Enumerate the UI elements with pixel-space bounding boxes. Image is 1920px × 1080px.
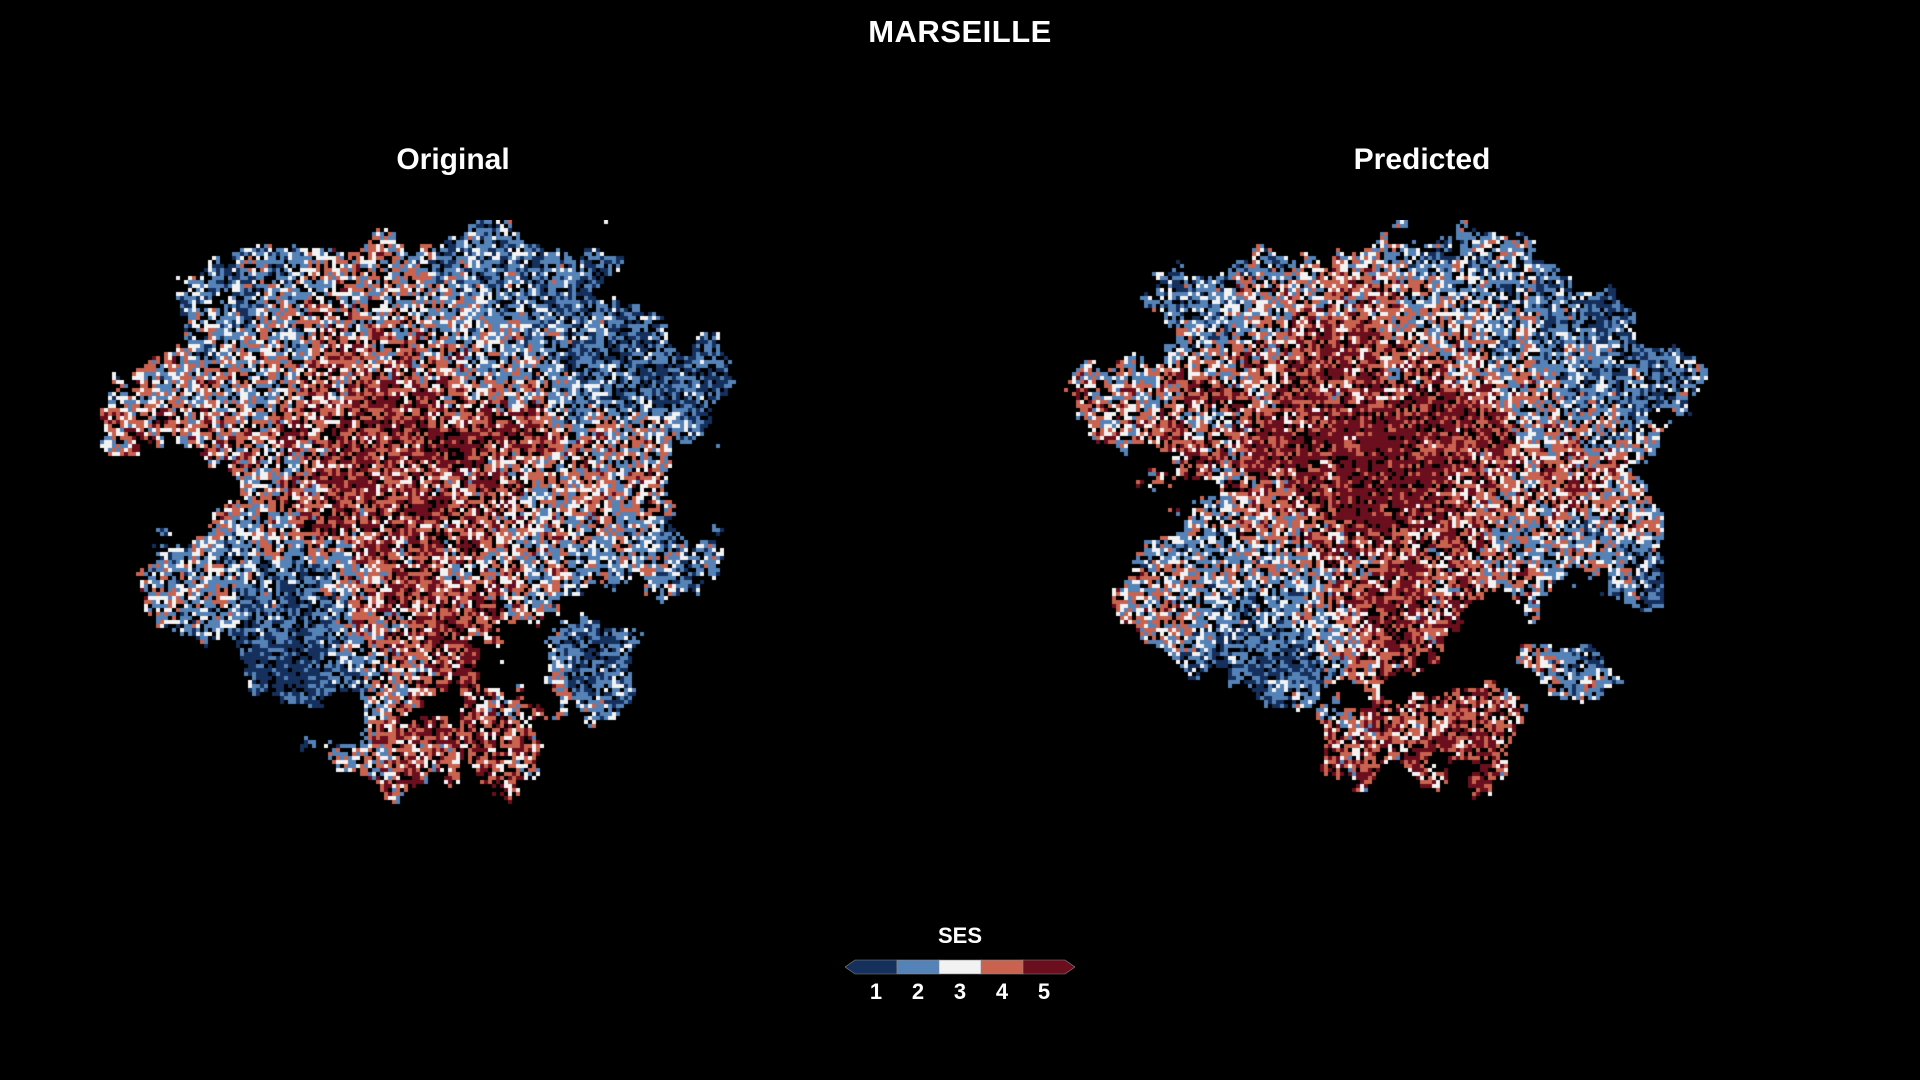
panel-title-original: Original — [396, 143, 510, 176]
panel-title-predicted: Predicted — [1353, 143, 1491, 176]
legend-title: SES — [937, 923, 983, 948]
legend-tick-5: 5 — [1037, 979, 1051, 1004]
figure-title: MARSEILLE — [868, 14, 1052, 49]
legend-tick-2: 2 — [911, 979, 925, 1004]
legend-tick-1: 1 — [869, 979, 883, 1004]
legend-tick-labels: 1 2 3 4 5 — [845, 979, 1075, 1009]
legend-tick-4: 4 — [995, 979, 1009, 1004]
map-predicted — [1040, 220, 1800, 900]
legend-colorbar — [845, 959, 1075, 975]
legend-swatch-5 — [1022, 959, 1075, 975]
legend-swatch-1 — [845, 959, 898, 975]
legend-swatch-3 — [938, 959, 982, 975]
legend: SES 1 2 3 4 5 — [845, 923, 1075, 1023]
map-original — [72, 220, 832, 900]
legend-swatch-2 — [896, 959, 940, 975]
legend-tick-3: 3 — [953, 979, 967, 1004]
legend-swatch-4 — [980, 959, 1024, 975]
